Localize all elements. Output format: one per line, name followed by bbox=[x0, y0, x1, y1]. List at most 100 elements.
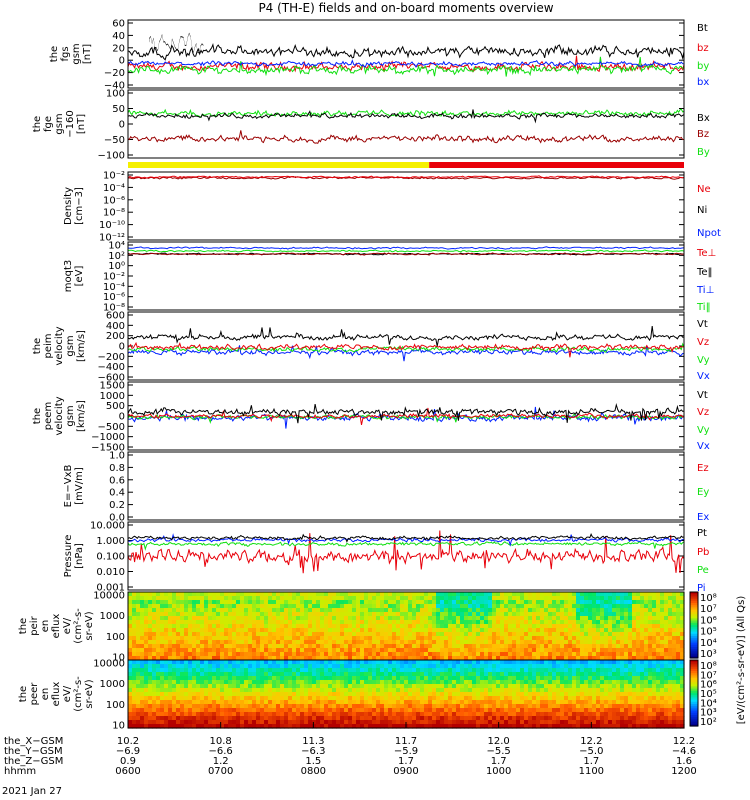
heatmap-cell bbox=[160, 712, 165, 717]
heatmap-cell bbox=[644, 620, 649, 625]
heatmap-cell bbox=[488, 608, 493, 613]
heatmap-cell bbox=[184, 620, 189, 625]
heatmap-cell bbox=[612, 604, 617, 609]
heatmap-cell bbox=[552, 664, 557, 669]
heatmap-cell bbox=[364, 656, 369, 661]
heatmap-cell bbox=[444, 608, 449, 613]
heatmap-cell bbox=[540, 612, 545, 617]
heatmap-cell bbox=[592, 624, 597, 629]
heatmap-cell bbox=[676, 636, 681, 641]
heatmap-cell bbox=[196, 596, 201, 601]
heatmap-cell bbox=[416, 592, 421, 597]
heatmap-cell bbox=[156, 596, 161, 601]
heatmap-cell bbox=[132, 660, 137, 665]
heatmap-cell bbox=[608, 704, 613, 709]
heatmap-cell bbox=[400, 700, 405, 705]
heatmap-cell bbox=[228, 640, 233, 645]
heatmap-cell bbox=[128, 608, 133, 613]
heatmap-cell bbox=[640, 724, 645, 729]
heatmap-cell bbox=[416, 652, 421, 657]
heatmap-cell bbox=[448, 632, 453, 637]
heatmap-cell bbox=[276, 696, 281, 701]
heatmap-cell bbox=[556, 648, 561, 653]
heatmap-cell bbox=[384, 720, 389, 725]
heatmap-cell bbox=[640, 720, 645, 725]
heatmap-cell bbox=[180, 656, 185, 661]
heatmap-cell bbox=[136, 668, 141, 673]
ylabel: Density [cm−3] bbox=[63, 187, 85, 225]
heatmap-cell bbox=[280, 676, 285, 681]
heatmap-cell bbox=[320, 652, 325, 657]
heatmap-cell bbox=[216, 680, 221, 685]
heatmap-cell bbox=[520, 592, 525, 597]
heatmap-cell bbox=[280, 708, 285, 713]
heatmap-cell bbox=[528, 624, 533, 629]
heatmap-cell bbox=[508, 632, 513, 637]
heatmap-cell bbox=[424, 696, 429, 701]
heatmap-cell bbox=[204, 652, 209, 657]
heatmap-cell bbox=[556, 644, 561, 649]
heatmap-cell bbox=[376, 652, 381, 657]
heatmap-cell bbox=[244, 672, 249, 677]
heatmap-cell bbox=[508, 668, 513, 673]
heatmap-cell bbox=[628, 616, 633, 621]
heatmap-cell bbox=[448, 676, 453, 681]
heatmap-cell bbox=[520, 696, 525, 701]
heatmap-cell bbox=[148, 652, 153, 657]
heatmap-cell bbox=[212, 684, 217, 689]
heatmap-cell bbox=[672, 668, 677, 673]
heatmap-cell bbox=[484, 696, 489, 701]
heatmap-cell bbox=[644, 608, 649, 613]
heatmap-cell bbox=[144, 636, 149, 641]
heatmap-cell bbox=[556, 712, 561, 717]
heatmap-cell bbox=[384, 672, 389, 677]
heatmap-cell bbox=[432, 688, 437, 693]
heatmap-cell bbox=[580, 692, 585, 697]
heatmap-cell bbox=[536, 712, 541, 717]
heatmap-cell bbox=[240, 696, 245, 701]
heatmap-cell bbox=[332, 628, 337, 633]
heatmap-cell bbox=[240, 688, 245, 693]
panel-frame bbox=[127, 381, 685, 451]
heatmap-cell bbox=[536, 684, 541, 689]
heatmap-cell bbox=[452, 696, 457, 701]
heatmap-cell bbox=[264, 608, 269, 613]
heatmap-cell bbox=[340, 684, 345, 689]
heatmap-cell bbox=[300, 708, 305, 713]
heatmap-cell bbox=[432, 676, 437, 681]
heatmap-cell bbox=[576, 716, 581, 721]
heatmap-cell bbox=[420, 660, 425, 665]
heatmap-cell bbox=[296, 616, 301, 621]
heatmap-cell bbox=[176, 616, 181, 621]
heatmap-cell bbox=[468, 704, 473, 709]
heatmap-cell bbox=[392, 608, 397, 613]
heatmap-cell bbox=[344, 716, 349, 721]
heatmap-cell bbox=[388, 660, 393, 665]
heatmap-cell bbox=[608, 648, 613, 653]
heatmap-cell bbox=[268, 620, 273, 625]
heatmap-cell bbox=[452, 680, 457, 685]
heatmap-cell bbox=[384, 724, 389, 729]
heatmap-cell bbox=[132, 664, 137, 669]
heatmap-cell bbox=[372, 692, 377, 697]
heatmap-cell bbox=[376, 608, 381, 613]
heatmap-cell bbox=[136, 708, 141, 713]
heatmap-cell bbox=[548, 620, 553, 625]
heatmap-cell bbox=[200, 624, 205, 629]
heatmap-cell bbox=[316, 616, 321, 621]
heatmap-cell bbox=[544, 676, 549, 681]
heatmap-cell bbox=[512, 688, 517, 693]
heatmap-cell bbox=[652, 676, 657, 681]
heatmap-cell bbox=[220, 632, 225, 637]
heatmap-cell bbox=[204, 688, 209, 693]
heatmap-cell bbox=[320, 720, 325, 725]
heatmap-cell bbox=[228, 712, 233, 717]
heatmap-cell bbox=[672, 608, 677, 613]
heatmap-cell bbox=[256, 616, 261, 621]
heatmap-cell bbox=[368, 668, 373, 673]
heatmap-cell bbox=[672, 640, 677, 645]
heatmap-cell bbox=[148, 712, 153, 717]
heatmap-cell bbox=[264, 628, 269, 633]
heatmap-cell bbox=[440, 720, 445, 725]
heatmap-cell bbox=[600, 616, 605, 621]
